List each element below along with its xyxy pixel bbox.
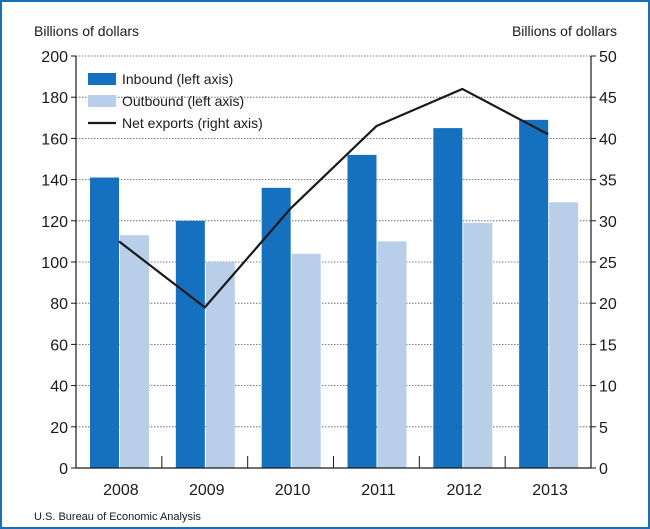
right-tick-label: 0 [599, 461, 608, 478]
right-tick-label: 25 [599, 255, 617, 272]
legend-label: Inbound (left axis) [122, 71, 233, 87]
category-label: 2010 [275, 482, 311, 499]
category-label: 2009 [189, 482, 225, 499]
source-note: U.S. Bureau of Economic Analysis [34, 511, 201, 523]
bar-outbound [120, 235, 149, 468]
category-label: 2013 [532, 482, 568, 499]
bar-inbound [261, 187, 291, 468]
bar-inbound [433, 128, 463, 468]
right-tick-label: 40 [599, 131, 617, 148]
legend: Inbound (left axis) Outbound (left axis) N… [88, 71, 263, 131]
legend-swatch [88, 73, 116, 85]
left-tick-label: 20 [50, 420, 68, 437]
bar-outbound [291, 253, 321, 468]
axes-layer: 0 20 40 60 80 100 120 140 160 180 200 0 5 10 15 20 25 30 3… [41, 49, 617, 499]
right-axis-title: Billions of dollars [512, 23, 617, 39]
bar-inbound [519, 119, 549, 469]
left-tick-label: 200 [41, 49, 68, 66]
left-tick-label: 80 [50, 296, 68, 313]
right-tick-label: 35 [599, 173, 617, 190]
left-tick-label: 40 [50, 379, 68, 396]
legend-label: Outbound (left axis) [122, 93, 244, 109]
bar-outbound [205, 262, 235, 468]
bar-inbound [175, 220, 205, 468]
category-label: 2011 [361, 482, 396, 499]
left-tick-label: 60 [50, 337, 68, 354]
line-layer [118, 87, 549, 309]
left-tick-label: 160 [41, 131, 68, 148]
bar-inbound [347, 154, 377, 468]
left-axis-title: Billions of dollars [34, 23, 139, 39]
left-tick-label: 120 [41, 214, 68, 231]
left-tick-label: 100 [41, 255, 68, 272]
right-tick-label: 20 [599, 296, 617, 313]
left-tick-label: 180 [41, 90, 68, 107]
right-tick-label: 10 [599, 379, 617, 396]
right-tick-label: 5 [599, 420, 608, 437]
bars-layer [90, 119, 579, 469]
bar-inbound [90, 177, 119, 469]
legend-swatch [88, 95, 116, 107]
category-label: 2008 [103, 482, 139, 499]
legend-label: Net exports (right axis) [122, 115, 263, 131]
left-tick-label: 140 [41, 173, 68, 190]
right-tick-label: 30 [599, 214, 617, 231]
right-tick-label: 45 [599, 90, 617, 107]
bar-outbound [549, 202, 579, 468]
grid-layer [76, 55, 591, 428]
right-tick-label: 15 [599, 337, 617, 354]
bar-outbound [463, 222, 493, 468]
bar-outbound [377, 241, 407, 468]
left-tick-label: 0 [59, 461, 68, 478]
right-tick-label: 50 [599, 49, 617, 66]
category-label: 2012 [446, 482, 482, 499]
net-exports-line [118, 87, 549, 309]
